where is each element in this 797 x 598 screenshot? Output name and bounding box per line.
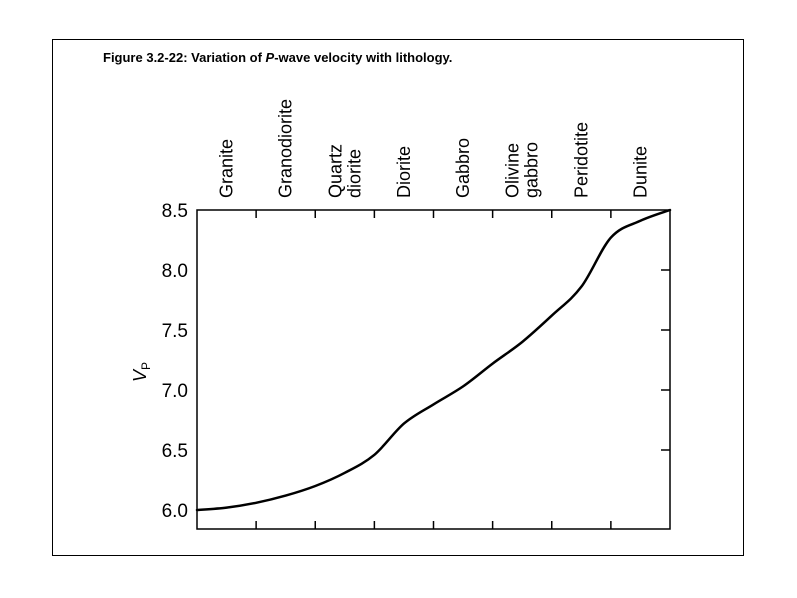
figure-frame xyxy=(52,39,744,556)
title-suffix: -wave velocity with lithology. xyxy=(274,50,453,65)
y-axis-label-main: V xyxy=(130,368,150,382)
lithology-label-line: Quartz xyxy=(325,144,345,198)
lithology-label: Quartz diorite xyxy=(325,144,364,198)
y-tick-label: 6.0 xyxy=(162,501,188,522)
velocity-curve xyxy=(195,208,672,512)
lithology-label-line: Olivine xyxy=(503,143,523,198)
lithology-label-line: Dunite xyxy=(630,146,650,198)
y-tick-label: 7.5 xyxy=(162,321,188,342)
y-axis-label-subscript: P xyxy=(139,362,153,370)
x-ticks xyxy=(255,210,612,529)
lithology-label-line: Diorite xyxy=(394,146,414,198)
y-tick-label: 8.0 xyxy=(162,261,188,282)
lithology-label-line: Gabbro xyxy=(453,138,473,198)
y-axis-label: VP xyxy=(130,362,153,382)
lithology-label-line: Granodiorite xyxy=(276,99,296,198)
y-tick-label: 6.5 xyxy=(162,441,188,462)
lithology-label: Gabbro xyxy=(453,138,473,198)
figure-title: Figure 3.2-22: Variation of P-wave veloc… xyxy=(103,50,452,65)
lithology-label: Peridotite xyxy=(571,122,591,198)
title-prefix: Figure 3.2-22: Variation of xyxy=(103,50,266,65)
y-tick-label: 7.0 xyxy=(162,381,188,402)
lithology-label: Granodiorite xyxy=(276,99,296,198)
lithology-label: Dunite xyxy=(630,146,650,198)
lithology-label: Diorite xyxy=(394,146,414,198)
y-tick-labels: 6.0 6.5 7.0 7.5 8.0 8.5 xyxy=(162,201,188,522)
title-italic: P xyxy=(265,50,275,65)
y-tick-label: 8.5 xyxy=(162,201,188,222)
lithology-label-line: Granite xyxy=(217,139,237,198)
lithology-label-line: gabbro xyxy=(522,142,542,198)
lithology-label: Olivine gabbro xyxy=(503,142,542,198)
lithology-labels: Granite Granodiorite Quartz diorite Diorite G… xyxy=(217,99,651,198)
lithology-label-line: diorite xyxy=(344,149,364,198)
lithology-label: Granite xyxy=(217,139,237,198)
lithology-label-line: Peridotite xyxy=(571,122,591,198)
y-ticks xyxy=(661,269,670,451)
